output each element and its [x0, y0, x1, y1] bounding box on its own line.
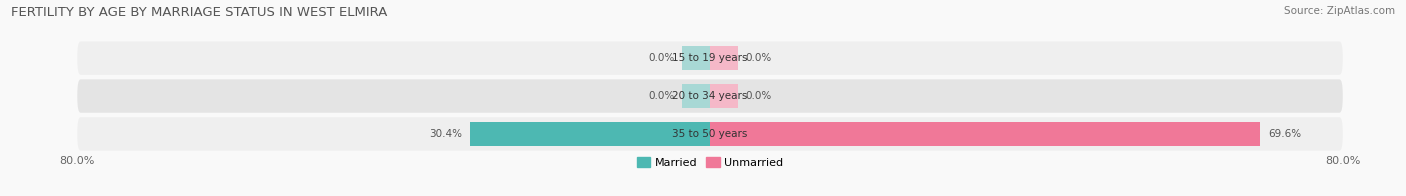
Bar — [710, 84, 738, 108]
Bar — [710, 122, 738, 146]
Bar — [682, 84, 710, 108]
Bar — [682, 122, 710, 146]
Text: 0.0%: 0.0% — [745, 53, 772, 63]
Text: 0.0%: 0.0% — [648, 53, 675, 63]
Text: 30.4%: 30.4% — [429, 129, 461, 139]
Bar — [710, 46, 738, 70]
Text: 35 to 50 years: 35 to 50 years — [672, 129, 748, 139]
FancyBboxPatch shape — [77, 42, 1343, 75]
Text: 20 to 34 years: 20 to 34 years — [672, 91, 748, 101]
Text: 0.0%: 0.0% — [648, 91, 675, 101]
Legend: Married, Unmarried: Married, Unmarried — [637, 157, 783, 168]
Text: 15 to 19 years: 15 to 19 years — [672, 53, 748, 63]
Bar — [710, 122, 1261, 146]
Text: Source: ZipAtlas.com: Source: ZipAtlas.com — [1284, 6, 1395, 16]
Text: 0.0%: 0.0% — [745, 91, 772, 101]
FancyBboxPatch shape — [77, 117, 1343, 151]
FancyBboxPatch shape — [77, 79, 1343, 113]
Text: FERTILITY BY AGE BY MARRIAGE STATUS IN WEST ELMIRA: FERTILITY BY AGE BY MARRIAGE STATUS IN W… — [11, 6, 388, 19]
Text: 69.6%: 69.6% — [1268, 129, 1302, 139]
Bar — [682, 46, 710, 70]
Bar — [470, 122, 710, 146]
